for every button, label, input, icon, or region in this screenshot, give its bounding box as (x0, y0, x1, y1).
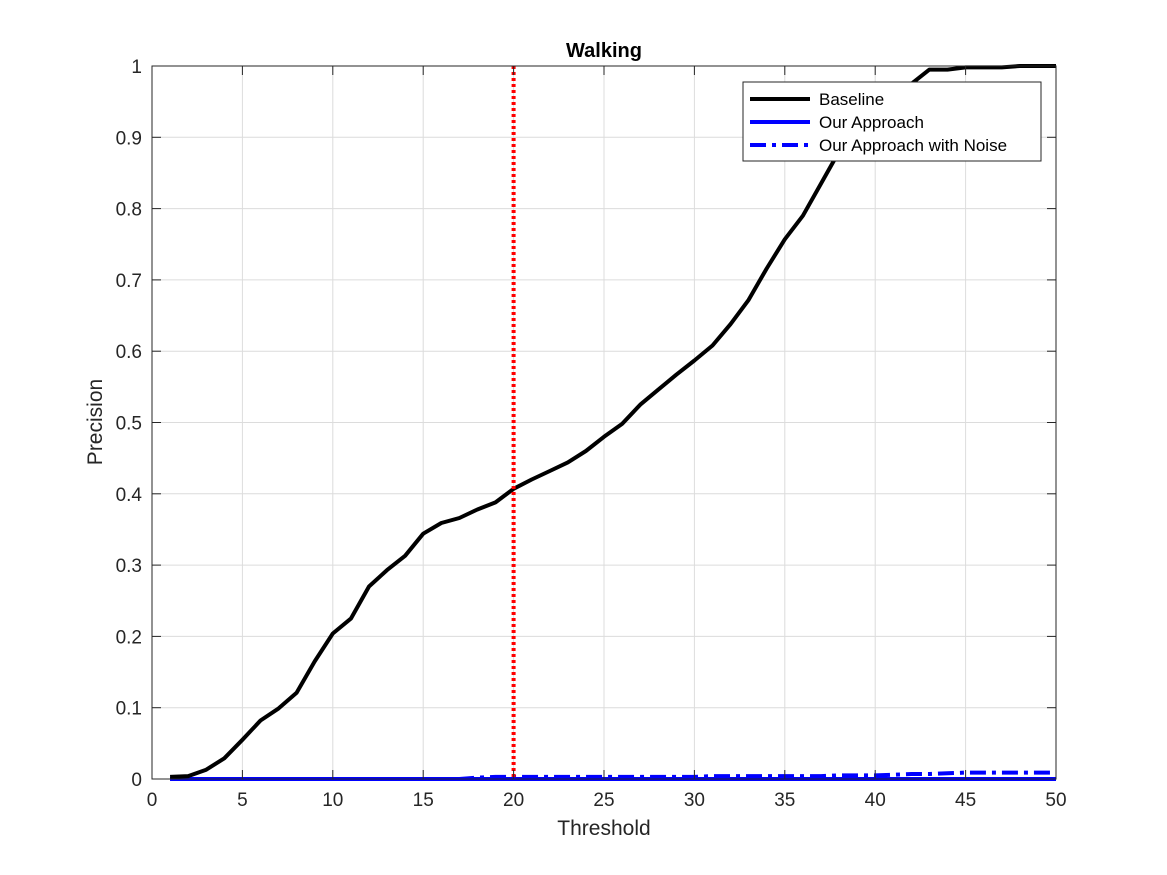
y-axis-label: Precision (84, 379, 107, 465)
x-tick-label: 10 (322, 790, 343, 811)
x-tick-label: 0 (147, 790, 158, 811)
x-tick-label: 15 (413, 790, 434, 811)
x-tick-label: 45 (955, 790, 976, 811)
legend-label: Our Approach (819, 113, 924, 132)
chart-title: Walking (566, 40, 642, 62)
y-tick-label: 0.2 (116, 627, 142, 648)
x-axis-label: Threshold (557, 817, 650, 840)
legend: Baseline Our Approach Our Approach with No… (742, 81, 1042, 162)
y-tick-label: 0 (131, 770, 142, 791)
series-line-our-approach-with-noise (170, 770, 1056, 781)
axis-ticks: 0 5 10 15 20 25 30 35 40 45 50 0 0.1 0.2 0.3 0.4 0.5 0.6 0… (116, 57, 1067, 811)
x-tick-label: 40 (865, 790, 886, 811)
y-tick-label: 0.1 (116, 699, 142, 720)
x-tick-label: 5 (237, 790, 248, 811)
legend-label: Our Approach with Noise (819, 136, 1007, 155)
y-tick-label: 0.5 (116, 414, 142, 435)
legend-label: Baseline (819, 90, 884, 109)
y-tick-label: 1 (131, 57, 142, 78)
y-tick-label: 0.6 (116, 342, 142, 363)
y-tick-label: 0.3 (116, 556, 142, 577)
x-tick-label: 50 (1045, 790, 1066, 811)
x-tick-label: 30 (684, 790, 705, 811)
x-tick-label: 35 (774, 790, 795, 811)
y-tick-label: 0.9 (116, 128, 142, 149)
y-tick-label: 0.4 (116, 485, 143, 506)
y-tick-label: 0.7 (116, 271, 142, 292)
x-tick-label: 25 (593, 790, 614, 811)
y-tick-label: 0.8 (116, 200, 142, 221)
x-tick-label: 20 (503, 790, 524, 811)
